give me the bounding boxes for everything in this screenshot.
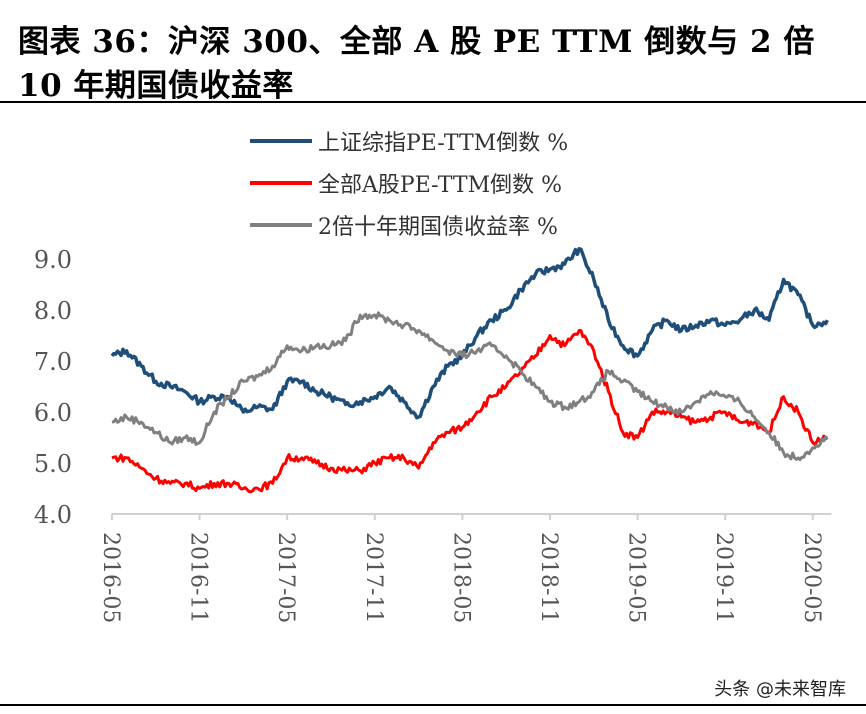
y-tick-label: 7.0: [34, 348, 72, 376]
y-tick-label: 9.0: [34, 246, 72, 274]
x-tick-label: 2020-05: [799, 532, 824, 623]
series-line-1: [110, 247, 829, 420]
x-tick-label: 2018-05: [448, 532, 473, 623]
legend-label: 上证综指PE-TTM倒数 %: [318, 131, 569, 156]
series-line-2: [111, 328, 829, 494]
legend-swatch: [250, 181, 312, 185]
y-tick-label: 8.0: [34, 297, 72, 325]
chart-title-line-1: 图表 36：沪深 300、全部 A 股 PE TTM 倒数与 2 倍: [18, 24, 815, 60]
y-tick-label: 6.0: [34, 399, 72, 427]
legend-swatch: [250, 223, 312, 227]
watermark: 头条 @未来智库: [714, 679, 846, 700]
series-line-3: [111, 311, 828, 462]
legend-item-sse: 上证综指PE-TTM倒数 %: [250, 126, 568, 156]
legend-label: 2倍十年期国债收益率 %: [318, 215, 558, 240]
legend-swatch: [250, 139, 312, 143]
legend-label: 全部A股PE-TTM倒数 %: [318, 173, 562, 198]
x-tick-label: 2019-11: [711, 532, 736, 623]
chart-title-line-2: 10 年期国债收益率: [18, 68, 294, 104]
y-tick-label: 4.0: [34, 501, 72, 529]
x-tick-label: 2016-05: [98, 532, 123, 623]
x-tick-label: 2017-11: [361, 532, 386, 623]
bottom-divider: [0, 704, 866, 706]
legend-item-bond: 2倍十年期国债收益率 %: [250, 210, 558, 240]
x-tick-label: 2017-05: [273, 532, 298, 623]
legend-item-all-a: 全部A股PE-TTM倒数 %: [250, 168, 562, 198]
x-tick-label: 2016-11: [186, 532, 211, 623]
x-tick-label: 2018-11: [536, 532, 561, 623]
x-tick-label: 2019-05: [624, 532, 649, 623]
y-tick-label: 5.0: [34, 450, 72, 478]
title-divider: [0, 101, 866, 103]
